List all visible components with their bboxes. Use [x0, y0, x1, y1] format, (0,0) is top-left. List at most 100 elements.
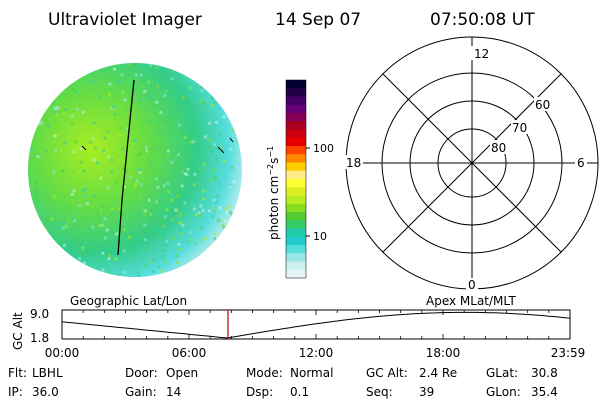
noise-pixel [108, 254, 111, 258]
status-value: 2.4 Re [419, 366, 457, 380]
noise-pixel [91, 225, 95, 229]
noise-pixel [162, 184, 166, 188]
noise-pixel [147, 96, 151, 100]
noise-pixel [168, 115, 172, 119]
colorbar-cell [286, 146, 306, 155]
noise-pixel [128, 235, 132, 239]
status-label: IP: [8, 385, 23, 399]
noise-pixel [35, 92, 39, 96]
noise-pixel [74, 90, 78, 94]
noise-pixel [100, 223, 104, 227]
noise-pixel [33, 113, 37, 117]
noise-pixel [120, 147, 124, 151]
noise-pixel [223, 257, 227, 261]
noise-pixel [155, 177, 159, 181]
noise-pixel [82, 169, 86, 173]
image-mark [81, 145, 87, 151]
noise-pixel [210, 178, 214, 182]
noise-pixel [147, 120, 151, 123]
noise-pixel [82, 251, 86, 255]
noise-pixel [58, 257, 62, 261]
noise-pixel [92, 121, 96, 125]
status-value: 39 [419, 385, 434, 399]
noise-pixel [62, 243, 66, 247]
noise-pixel [180, 184, 184, 188]
noise-pixel [108, 82, 112, 86]
noise-pixel [218, 132, 222, 136]
noise-pixel [38, 220, 42, 223]
noise-pixel [161, 255, 165, 259]
noise-pixel [111, 211, 115, 215]
noise-pixel [176, 193, 180, 197]
noise-pixel [155, 100, 159, 104]
noise-pixel [151, 258, 155, 262]
noise-pixel [61, 169, 65, 173]
noise-pixel [199, 99, 203, 103]
noise-pixel [32, 247, 36, 251]
colorbar-unit-label: photon cm−2s−1 [266, 146, 281, 240]
noise-pixel [200, 89, 204, 93]
noise-pixel [199, 169, 203, 173]
noise-pixel [201, 209, 205, 213]
label-bg [575, 155, 587, 169]
noise-pixel [101, 251, 105, 255]
noise-pixel [39, 120, 42, 124]
noise-pixel [207, 86, 211, 90]
status-label: Dsp: [246, 385, 273, 399]
noise-pixel [55, 113, 59, 117]
noise-pixel [192, 140, 196, 144]
noise-pixel [52, 154, 56, 158]
noise-pixel [235, 210, 239, 214]
noise-pixel [240, 103, 242, 107]
noise-pixel [135, 179, 139, 183]
noise-pixel [73, 77, 77, 81]
noise-pixel [185, 267, 189, 271]
noise-pixel [226, 222, 230, 226]
uv-image [28, 63, 242, 277]
colorbar-cell [286, 179, 306, 188]
noise-pixel [197, 211, 201, 215]
noise-pixel [224, 207, 228, 211]
noise-pixel [52, 170, 56, 174]
noise-pixel [98, 209, 102, 213]
noise-pixel [77, 257, 81, 260]
noise-pixel [186, 200, 190, 204]
noise-pixel [71, 87, 75, 91]
noise-pixel [170, 110, 174, 114]
noise-pixel [234, 157, 238, 161]
noise-pixel [238, 190, 242, 194]
noise-pixel [208, 121, 211, 125]
status-value: 14 [166, 385, 181, 399]
noise-pixel [232, 248, 235, 252]
noise-pixel [105, 228, 109, 232]
colorbar-cell [286, 253, 306, 263]
colorbar-tick-label: 100 [313, 142, 334, 155]
noise-pixel [233, 215, 237, 219]
noise-pixel [113, 113, 117, 117]
noise-pixel [79, 147, 83, 151]
noise-pixel [46, 86, 50, 90]
noise-pixel [232, 84, 236, 88]
noise-pixel [31, 268, 34, 272]
xtick-label: 06:00 [172, 346, 207, 360]
noise-pixel [108, 143, 112, 146]
noise-pixel [218, 219, 222, 223]
noise-pixel [81, 218, 85, 222]
noise-pixel [81, 188, 85, 192]
noise-pixel [70, 114, 74, 118]
noise-pixel [168, 69, 172, 73]
noise-pixel [67, 270, 71, 274]
noise-pixel [238, 236, 242, 240]
noise-pixel [94, 273, 98, 277]
noise-pixel [186, 167, 190, 171]
noise-pixel [208, 209, 211, 213]
noise-pixel [35, 181, 39, 184]
noise-pixel [178, 247, 181, 251]
colorbar-cell [286, 121, 306, 131]
status-label: GC Alt: [366, 366, 408, 380]
noise-pixel [214, 157, 218, 161]
noise-pixel [190, 140, 193, 144]
date: 14 Sep 07 [275, 10, 361, 30]
noise-pixel [44, 150, 48, 154]
noise-pixel [121, 226, 125, 230]
